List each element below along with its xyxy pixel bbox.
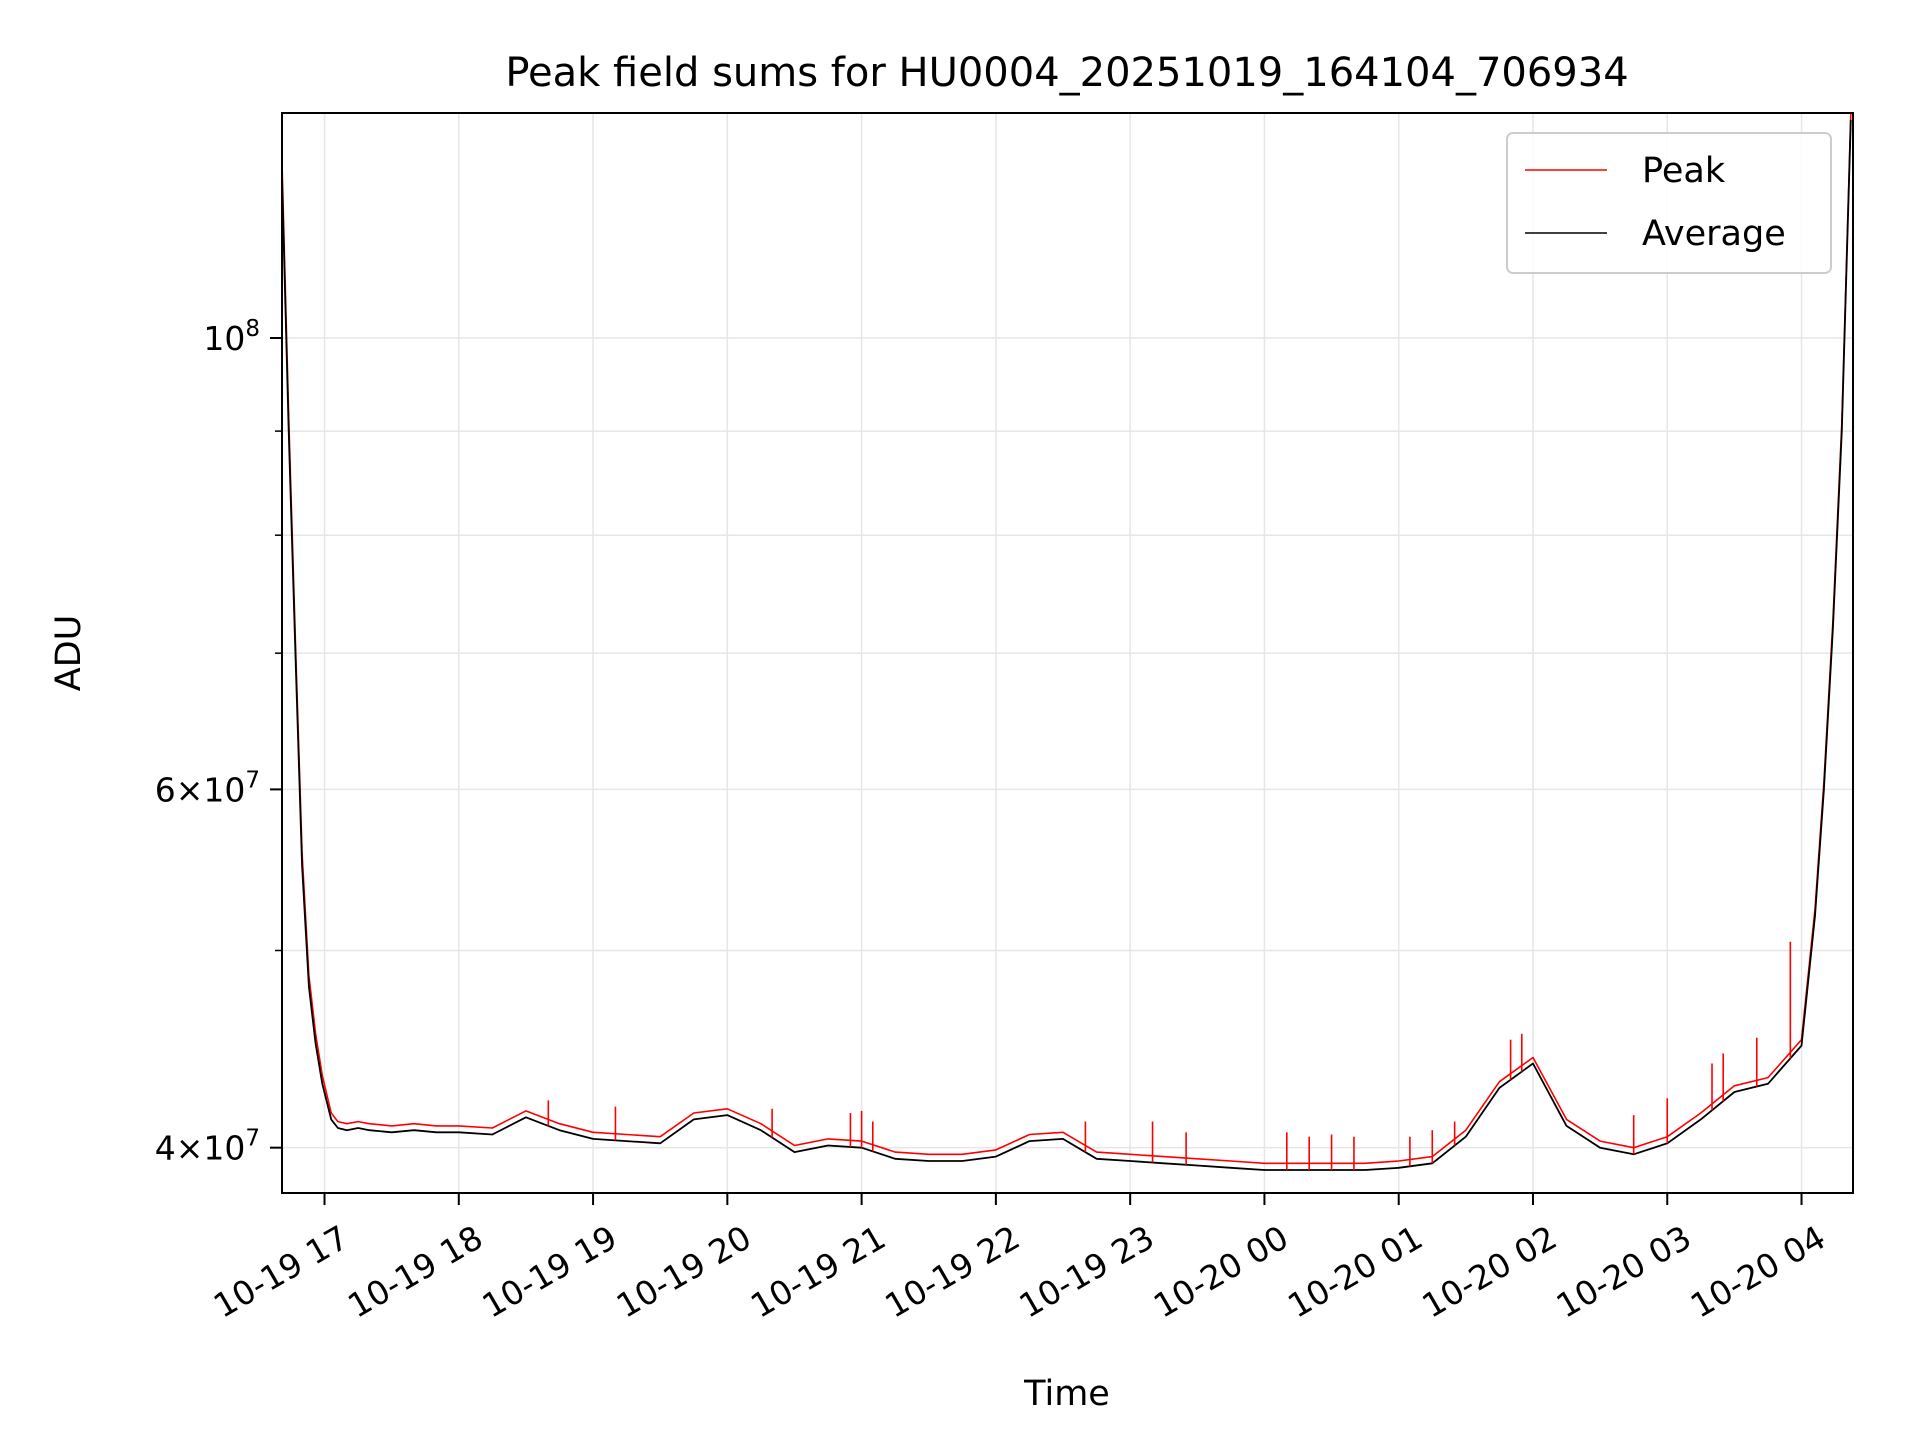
y-tick-base: 6×10 bbox=[155, 770, 246, 809]
y-tick-base: 4×10 bbox=[155, 1129, 246, 1168]
y-tick-label: 4×107 bbox=[155, 1126, 260, 1168]
y-axis-label: ADU bbox=[49, 615, 89, 692]
y-tick-exponent: 8 bbox=[245, 316, 260, 342]
y-tick-exponent: 7 bbox=[245, 767, 260, 793]
legend-box bbox=[1506, 132, 1832, 274]
plot-data bbox=[281, 112, 1852, 1171]
legend: Peak Average bbox=[1506, 132, 1832, 274]
y-tick-label: 108 bbox=[203, 316, 260, 358]
y-tick-label: 6×107 bbox=[155, 767, 260, 809]
chart-title: Peak field sums for HU0004_20251019_1641… bbox=[505, 50, 1628, 96]
x-axis-label: Time bbox=[1023, 1374, 1110, 1414]
legend-peak-label: Peak bbox=[1642, 151, 1726, 191]
y-tick-exponent: 7 bbox=[245, 1126, 260, 1152]
grid-lines bbox=[282, 113, 1853, 1193]
legend-average-label: Average bbox=[1642, 214, 1786, 254]
y-tick-base: 10 bbox=[203, 319, 245, 358]
